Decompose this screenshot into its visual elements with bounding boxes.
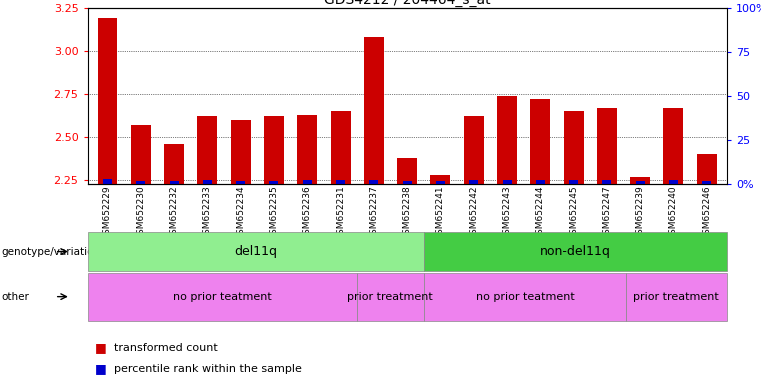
Bar — [236, 180, 245, 184]
Text: prior treatment: prior treatment — [633, 291, 719, 302]
Bar — [330, 111, 351, 184]
Bar — [131, 125, 151, 184]
Bar — [597, 108, 617, 184]
Bar — [669, 180, 678, 184]
Text: no prior teatment: no prior teatment — [173, 291, 272, 302]
Bar — [470, 180, 478, 184]
Bar — [502, 180, 511, 184]
Text: genotype/variation: genotype/variation — [2, 247, 100, 257]
Text: ■: ■ — [95, 341, 111, 354]
Text: no prior teatment: no prior teatment — [476, 291, 575, 302]
Bar — [264, 116, 284, 184]
Bar — [635, 180, 645, 184]
Bar — [564, 111, 584, 184]
Text: prior treatment: prior treatment — [348, 291, 433, 302]
Bar — [630, 177, 650, 184]
Bar — [269, 180, 279, 184]
Bar — [364, 37, 384, 184]
Bar — [497, 96, 517, 184]
Bar — [203, 180, 212, 184]
Bar — [197, 116, 218, 184]
Bar — [298, 114, 317, 184]
Bar — [436, 180, 445, 184]
Bar — [303, 180, 312, 184]
Bar — [369, 180, 378, 184]
Bar — [97, 18, 117, 184]
Text: non-del11q: non-del11q — [540, 245, 611, 258]
Bar — [164, 144, 184, 184]
Text: del11q: del11q — [234, 245, 277, 258]
Text: transformed count: transformed count — [114, 343, 218, 353]
Bar — [603, 180, 611, 184]
Bar — [136, 180, 145, 184]
Bar — [536, 180, 545, 184]
Bar — [530, 99, 550, 184]
Bar — [463, 116, 484, 184]
Text: percentile rank within the sample: percentile rank within the sample — [114, 364, 302, 374]
Bar — [403, 180, 412, 184]
Bar — [170, 180, 179, 184]
Text: other: other — [2, 291, 30, 302]
Bar — [103, 179, 112, 184]
Bar — [397, 157, 417, 184]
Bar — [569, 180, 578, 184]
Text: ■: ■ — [95, 362, 111, 375]
Bar — [231, 120, 250, 184]
Bar — [664, 108, 683, 184]
Bar — [336, 180, 345, 184]
Bar — [431, 175, 451, 184]
Bar — [697, 154, 717, 184]
Title: GDS4212 / 204464_s_at: GDS4212 / 204464_s_at — [324, 0, 490, 7]
Bar — [702, 180, 712, 184]
